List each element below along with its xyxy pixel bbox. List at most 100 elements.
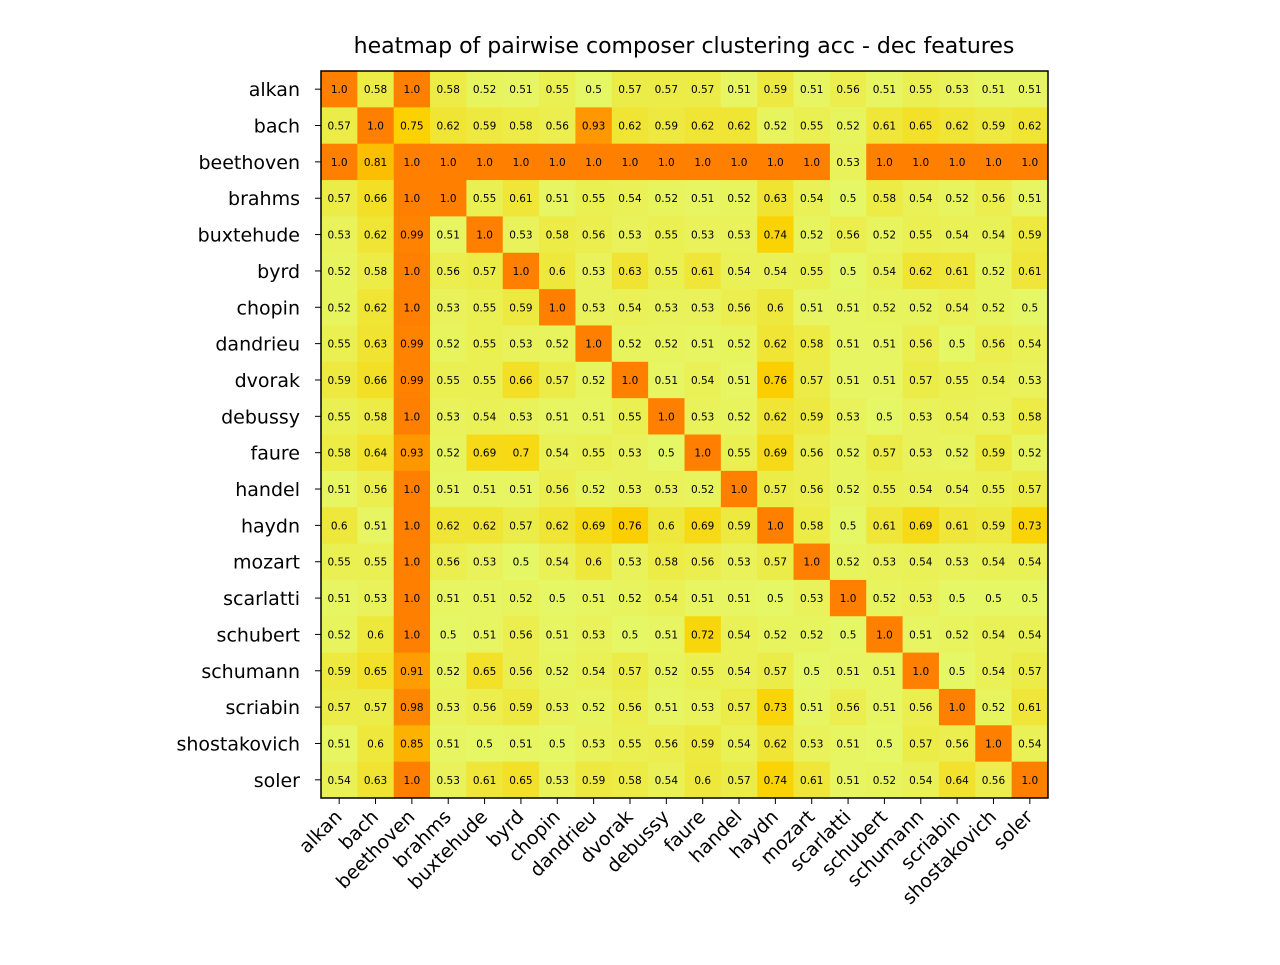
y-tick-label: brahms [228,188,300,210]
heatmap-cell [393,216,431,254]
heatmap-cells [321,71,1049,799]
cell-value-label: 0.5 [949,593,966,605]
heatmap-cell [430,252,467,290]
heatmap-cell [720,180,758,217]
y-tick-label: byrd [257,261,300,283]
cell-value-label: 0.99 [400,375,423,387]
heatmap-cell [321,325,358,363]
heatmap-cell [321,361,358,399]
heatmap-cell [502,543,540,581]
heatmap-cell [466,470,504,508]
cell-value-label: 0.58 [800,339,823,351]
heatmap-cell [793,216,831,254]
heatmap-cell [829,470,867,508]
cell-value-label: 0.56 [982,775,1006,787]
heatmap-cell [575,252,613,290]
heatmap-cell [684,252,722,290]
heatmap-cell [720,688,758,726]
cell-value-label: 0.53 [582,738,605,750]
cell-value-label: 0.62 [437,121,460,133]
heatmap-cell [430,652,467,690]
heatmap-cell [757,434,795,472]
cell-value-label: 0.57 [727,702,750,714]
heatmap-cell [393,398,431,435]
cell-value-label: 0.99 [400,339,423,351]
heatmap-cell [502,579,540,617]
y-tick-label: dandrieu [215,334,300,356]
heatmap-cell [539,216,576,254]
cell-value-label: 0.56 [836,702,860,714]
cell-value-label: 0.54 [546,557,570,569]
cell-value-label: 0.52 [691,484,714,496]
cell-value-label: 1.0 [549,157,566,169]
heatmap-cell [357,761,395,799]
heatmap-cell [648,216,685,254]
heatmap-cell [539,289,576,326]
heatmap-cell [575,289,613,326]
cell-value-label: 0.52 [800,230,823,242]
cell-value-label: 0.52 [873,593,896,605]
heatmap-cell [466,252,504,290]
heatmap-cell [539,725,576,763]
cell-value-label: 0.55 [582,448,605,460]
heatmap-cell [720,216,758,254]
cell-value-label: 0.6 [767,302,784,314]
heatmap-cell [321,507,358,545]
heatmap-cell [575,543,613,581]
heatmap-cell [829,616,867,654]
cell-value-label: 0.51 [873,666,896,678]
y-tick-label: dvorak [235,370,300,392]
cell-value-label: 0.51 [982,84,1005,96]
heatmap-cell [938,71,976,108]
heatmap-cell [321,688,358,726]
cell-value-label: 0.56 [836,230,860,242]
heatmap-cell [321,71,358,108]
cell-value-label: 1.0 [694,157,711,169]
cell-value-label: 1.0 [658,157,675,169]
heatmap-cell [902,688,940,726]
cell-value-label: 1.0 [404,302,421,314]
heatmap-cell [575,725,613,763]
heatmap-cell [648,252,685,290]
cell-value-label: 0.58 [800,520,823,532]
heatmap-cell [902,107,940,145]
cell-value-label: 0.5 [985,593,1002,605]
cell-value-label: 0.66 [509,375,533,387]
cell-value-label: 0.56 [546,484,570,496]
heatmap-cell [321,470,358,508]
heatmap-cell [466,688,504,726]
cell-value-label: 0.55 [909,230,932,242]
cell-value-label: 0.51 [836,375,859,387]
heatmap-cell [611,761,649,799]
cell-value-label: 0.59 [800,411,823,423]
heatmap-cell [829,725,867,763]
heatmap-cell [938,725,976,763]
cell-value-label: 0.62 [727,121,750,133]
cell-value-label: 0.5 [876,738,893,750]
heatmap-cell [1011,725,1049,763]
cell-value-label: 0.56 [546,121,570,133]
heatmap-cell [793,143,831,181]
cell-value-label: 0.53 [437,775,460,787]
heatmap-cell [393,361,431,399]
cell-value-label: 0.58 [327,448,350,460]
cell-value-label: 0.62 [764,738,787,750]
cell-value-label: 0.6 [694,775,711,787]
cell-value-label: 1.0 [367,121,384,133]
heatmap-cell [430,470,467,508]
cell-value-label: 0.55 [473,302,496,314]
cell-value-label: 0.59 [509,702,532,714]
heatmap-cell [866,216,904,254]
heatmap-cell [1011,180,1049,217]
heatmap-cell [357,507,395,545]
heatmap-cell [902,652,940,690]
cell-value-label: 0.51 [509,484,532,496]
cell-value-label: 0.52 [582,702,605,714]
heatmap-cell [648,688,685,726]
cell-value-label: 1.0 [404,411,421,423]
cell-value-label: 0.53 [509,230,532,242]
heatmap-cell [829,361,867,399]
cell-value-label: 0.51 [546,193,569,205]
heatmap-cell [466,289,504,326]
cell-value-label: 1.0 [404,775,421,787]
